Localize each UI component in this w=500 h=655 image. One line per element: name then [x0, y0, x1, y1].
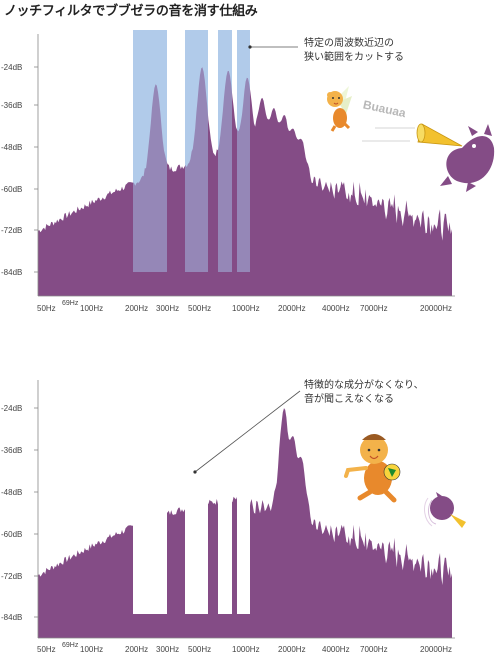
sad-creature-icon — [424, 492, 466, 528]
x-tick-label: 200Hz — [125, 645, 148, 654]
top-panel: -24dB -36dB -48dB -60dB -72dB -84dB 50Hz… — [1, 30, 495, 313]
y-tick-label: -48dB — [1, 143, 22, 152]
x-tick-label: 7000Hz — [360, 304, 388, 313]
annotation-bottom: 特徴的な成分がなくなり、 音が聞こえなくなる — [193, 378, 424, 474]
annotation-text-line: 特定の周波数近辺の — [304, 36, 394, 49]
annotation-text-line: 狭い範囲をカットする — [304, 50, 404, 63]
happy-kid-with-ball-icon — [344, 434, 401, 503]
y-tick-label: -24dB — [1, 63, 22, 72]
x-tick-label: 300Hz — [156, 304, 179, 313]
notch-overlay-1 — [133, 30, 167, 272]
sound-text: Buauaa — [362, 97, 408, 120]
x-tick-label: 69Hz — [62, 300, 79, 307]
notch-cut-1 — [133, 376, 167, 614]
annotation-leader-line — [194, 390, 301, 473]
annotation-text-line: 特徴的な成分がなくなり、 — [304, 378, 424, 391]
vuvuzela-creature-icon — [416, 123, 495, 192]
x-tick-label: 100Hz — [80, 304, 103, 313]
x-tick-label: 20000Hz — [420, 304, 452, 313]
x-tick-label: 50Hz — [37, 645, 56, 654]
x-tick-label: 4000Hz — [322, 304, 350, 313]
x-tick-label: 1000Hz — [232, 645, 260, 654]
x-tick-label: 7000Hz — [360, 645, 388, 654]
x-tick-label: 1000Hz — [232, 304, 260, 313]
notch-overlay-2 — [185, 30, 208, 272]
y-tick-label: -24dB — [1, 404, 22, 413]
notch-cut-4 — [237, 376, 250, 614]
y-tick-label: -36dB — [1, 446, 22, 455]
y-tick-label: -60dB — [1, 185, 22, 194]
y-tick-label: -84dB — [1, 268, 22, 277]
y-tick-label: -84dB — [1, 613, 22, 622]
x-tick-label: 2000Hz — [278, 645, 306, 654]
x-tick-label: 4000Hz — [322, 645, 350, 654]
x-axis-bottom: 50Hz 69Hz 100Hz 200Hz 300Hz 500Hz 1000Hz… — [37, 637, 455, 654]
x-tick-label: 500Hz — [188, 645, 211, 654]
y-axis-bottom: -24dB -36dB -48dB -60dB -72dB -84dB — [1, 380, 39, 638]
x-tick-label: 20000Hz — [420, 645, 452, 654]
y-tick-label: -72dB — [1, 572, 22, 581]
notch-overlay-4 — [237, 30, 250, 272]
x-tick-label: 100Hz — [80, 645, 103, 654]
annotation-text-line: 音が聞こえなくなる — [304, 392, 394, 405]
y-tick-label: -60dB — [1, 530, 22, 539]
notch-overlay-3 — [218, 30, 232, 272]
notch-cut-2 — [185, 376, 208, 614]
x-tick-label: 200Hz — [125, 304, 148, 313]
x-tick-label: 300Hz — [156, 645, 179, 654]
y-tick-label: -36dB — [1, 101, 22, 110]
page-title: ノッチフィルタでブブゼラの音を消す仕組み — [4, 4, 258, 19]
bottom-panel: -24dB -36dB -48dB -60dB -72dB -84dB 50Hz… — [1, 376, 466, 654]
notch-cut-3 — [218, 376, 232, 614]
x-tick-label: 500Hz — [188, 304, 211, 313]
annotation-dot — [193, 470, 197, 474]
x-tick-label: 50Hz — [37, 304, 56, 313]
y-tick-label: -72dB — [1, 226, 22, 235]
kid-character-icon — [327, 86, 352, 132]
x-tick-label: 69Hz — [62, 642, 79, 649]
x-axis-top: 50Hz 69Hz 100Hz 200Hz 300Hz 500Hz 1000Hz… — [37, 295, 455, 313]
annotation-top: 特定の周波数近辺の 狭い範囲をカットする — [248, 36, 404, 63]
y-tick-label: -48dB — [1, 488, 22, 497]
annotation-dot — [248, 45, 252, 49]
y-axis-top: -24dB -36dB -48dB -60dB -72dB -84dB — [1, 34, 39, 296]
x-tick-label: 2000Hz — [278, 304, 306, 313]
